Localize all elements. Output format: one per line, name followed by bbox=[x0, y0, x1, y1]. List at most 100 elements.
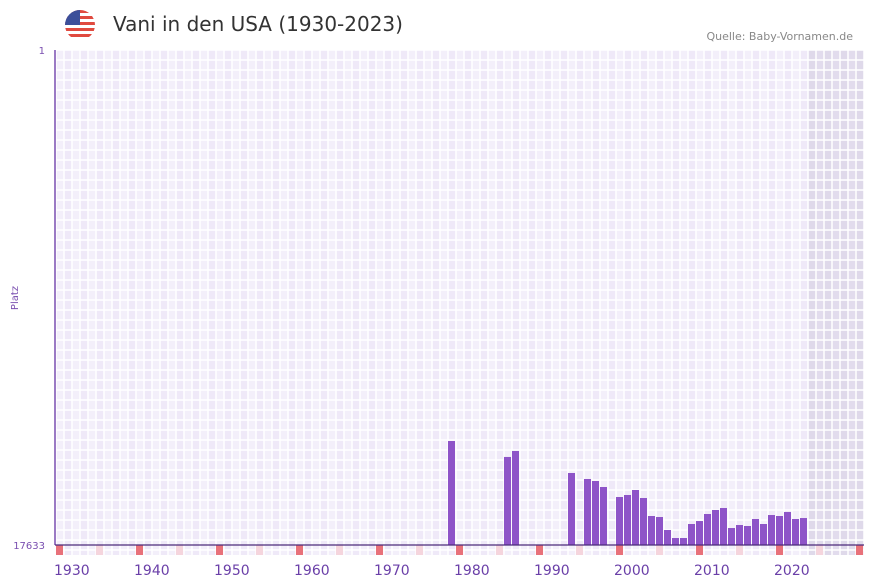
grid-column bbox=[632, 50, 640, 555]
bar-2004 bbox=[648, 515, 655, 545]
grid-column bbox=[320, 50, 328, 555]
grid-column bbox=[592, 50, 600, 555]
decade-marker bbox=[136, 545, 143, 555]
grid-column bbox=[280, 50, 288, 555]
grid-column bbox=[192, 50, 200, 555]
grid-column bbox=[136, 50, 144, 555]
grid-column bbox=[88, 50, 96, 555]
grid-column bbox=[64, 50, 72, 555]
grid-column bbox=[72, 50, 80, 555]
x-tick-label: 1940 bbox=[134, 563, 170, 579]
bar-1979 bbox=[448, 440, 455, 545]
grid-column bbox=[336, 50, 344, 555]
half-decade-marker bbox=[656, 545, 663, 555]
grid-column bbox=[448, 50, 456, 555]
bar-1998 bbox=[600, 486, 607, 545]
bar-2023 bbox=[800, 518, 807, 545]
grid-column bbox=[624, 50, 632, 555]
grid-column bbox=[440, 50, 448, 555]
decade-marker bbox=[536, 545, 543, 555]
grid-column bbox=[224, 50, 232, 555]
decade-marker bbox=[296, 545, 303, 555]
grid-column bbox=[488, 50, 496, 555]
decade-marker bbox=[776, 545, 783, 555]
bar-2001 bbox=[624, 495, 631, 545]
x-tick-label: 1970 bbox=[374, 563, 410, 579]
grid-column bbox=[480, 50, 488, 555]
grid-column bbox=[680, 50, 688, 555]
bar-2021 bbox=[784, 512, 791, 545]
grid-column bbox=[56, 50, 64, 555]
grid-column bbox=[720, 50, 728, 555]
bar-2007 bbox=[672, 538, 679, 545]
y-tick-label-bottom: 17633 bbox=[13, 541, 45, 552]
half-decade-marker bbox=[96, 545, 103, 555]
grid-column bbox=[704, 50, 712, 555]
grid-column bbox=[432, 50, 440, 555]
grid-column bbox=[776, 50, 784, 555]
bar-2020 bbox=[776, 515, 783, 545]
grid-column bbox=[752, 50, 760, 555]
grid-column bbox=[688, 50, 696, 555]
grid-column bbox=[408, 50, 416, 555]
x-tick-label: 2000 bbox=[614, 563, 650, 579]
bar-2000 bbox=[616, 496, 623, 545]
x-tick-label: 1930 bbox=[54, 563, 90, 579]
x-tick-label: 2010 bbox=[694, 563, 730, 579]
half-decade-marker bbox=[736, 545, 743, 555]
grid-column bbox=[728, 50, 736, 555]
grid-column bbox=[328, 50, 336, 555]
grid-column bbox=[256, 50, 264, 555]
x-tick-label: 2020 bbox=[774, 563, 810, 579]
grid-column bbox=[120, 50, 128, 555]
grid-column bbox=[840, 50, 848, 555]
bar-2019 bbox=[768, 515, 775, 545]
grid-column bbox=[384, 50, 392, 555]
grid-column bbox=[464, 50, 472, 555]
source-label: Quelle: Baby-Vornamen.de bbox=[706, 30, 853, 43]
grid-column bbox=[616, 50, 624, 555]
decade-marker bbox=[456, 545, 463, 555]
bar-2016 bbox=[744, 525, 751, 545]
bar-2008 bbox=[680, 538, 687, 545]
grid-column bbox=[160, 50, 168, 555]
decade-marker bbox=[616, 545, 623, 555]
grid-column bbox=[512, 50, 520, 555]
grid-column bbox=[536, 50, 544, 555]
grid-column bbox=[168, 50, 176, 555]
grid-column bbox=[400, 50, 408, 555]
bar-2018 bbox=[760, 524, 767, 545]
grid-column bbox=[360, 50, 368, 555]
bar-2010 bbox=[696, 521, 703, 545]
grid-column bbox=[800, 50, 808, 555]
bar-2003 bbox=[640, 498, 647, 545]
y-tick-label-top: 1 bbox=[39, 46, 45, 57]
grid-column bbox=[600, 50, 608, 555]
grid-column bbox=[816, 50, 824, 555]
grid-column bbox=[568, 50, 576, 555]
grid-column bbox=[416, 50, 424, 555]
decade-marker bbox=[856, 545, 863, 555]
grid-column bbox=[376, 50, 384, 555]
grid-column bbox=[584, 50, 592, 555]
grid-column bbox=[144, 50, 152, 555]
grid-column bbox=[496, 50, 504, 555]
grid-column bbox=[832, 50, 840, 555]
grid-column bbox=[272, 50, 280, 555]
grid-column bbox=[768, 50, 776, 555]
half-decade-marker bbox=[816, 545, 823, 555]
bar-2006 bbox=[664, 530, 671, 545]
half-decade-marker bbox=[496, 545, 503, 555]
grid-column bbox=[456, 50, 464, 555]
grid-column bbox=[552, 50, 560, 555]
grid-column bbox=[736, 50, 744, 555]
bar-1986 bbox=[504, 456, 511, 545]
grid-column bbox=[264, 50, 272, 555]
grid-column bbox=[656, 50, 664, 555]
half-decade-marker bbox=[336, 545, 343, 555]
grid-column bbox=[296, 50, 304, 555]
bar-1997 bbox=[592, 480, 599, 545]
grid-column bbox=[368, 50, 376, 555]
bar-1987 bbox=[512, 450, 519, 545]
